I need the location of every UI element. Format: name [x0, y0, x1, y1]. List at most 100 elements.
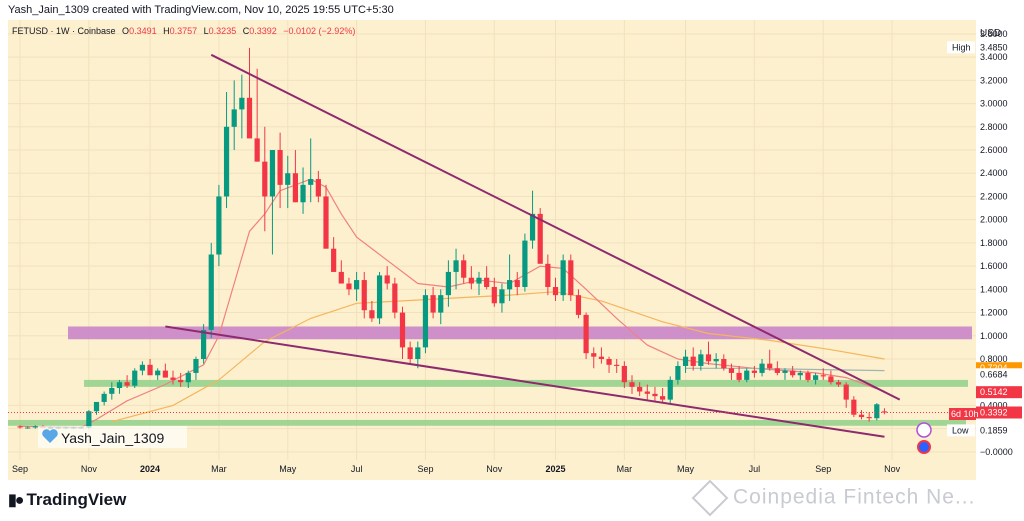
- candle: [499, 283, 505, 313]
- price-label-caption-box: [947, 424, 975, 437]
- candlesticks[interactable]: [17, 47, 888, 429]
- candle-body: [851, 399, 857, 415]
- candle-body: [178, 379, 184, 383]
- zones: [8, 326, 972, 426]
- high-value: 0.3757: [170, 26, 198, 36]
- currency-label[interactable]: USD: [980, 28, 1001, 39]
- support-zone-upper: [84, 379, 968, 387]
- flag-event-icon[interactable]: [917, 440, 931, 454]
- candle: [223, 91, 230, 209]
- candle-body: [529, 213, 536, 241]
- candle-body: [239, 97, 245, 110]
- candle-body: [713, 358, 719, 362]
- y-tick-label: 2.0000: [980, 215, 1008, 225]
- ohlc-legend: FETUSD · 1W · Coinbase O0.3491 H0.3757 L…: [12, 26, 355, 36]
- candle-body: [499, 289, 505, 304]
- candle: [713, 353, 719, 369]
- candle: [537, 208, 543, 264]
- candle-body: [170, 377, 176, 380]
- price-label-value: 3.4850: [980, 42, 1008, 52]
- candle-body: [843, 384, 849, 400]
- candle: [744, 368, 750, 383]
- candle-body: [277, 150, 283, 185]
- candle-body: [660, 396, 666, 400]
- candle-body: [208, 254, 214, 330]
- candle: [484, 266, 490, 290]
- candle: [545, 254, 551, 296]
- candle: [262, 126, 268, 232]
- price-label-value: 0.1859: [980, 425, 1008, 435]
- x-tick-label: Mar: [617, 464, 633, 474]
- lower-trendline: [165, 325, 885, 438]
- candle-body: [568, 260, 574, 296]
- price-label-box: [976, 406, 1022, 419]
- y-tick-label: 1.2000: [980, 308, 1008, 318]
- candle-body: [338, 271, 344, 284]
- candle: [17, 425, 23, 429]
- candle: [269, 150, 276, 255]
- candle: [438, 289, 444, 325]
- candle-body: [698, 354, 704, 366]
- candle: [736, 365, 742, 383]
- candle-body: [109, 388, 115, 394]
- candle: [621, 361, 627, 389]
- price-label-value: 0.6684: [980, 369, 1008, 379]
- candle-body: [614, 364, 620, 366]
- y-tick-label: 2.6000: [980, 145, 1008, 155]
- y-tick-label: 3.2000: [980, 75, 1008, 85]
- candle-body: [17, 426, 23, 428]
- candle: [308, 138, 314, 203]
- candle-body: [606, 358, 612, 365]
- event-markers[interactable]: [916, 422, 932, 454]
- countdown-badge: 6d 10h: [949, 408, 979, 420]
- support-zone-lower: [8, 419, 966, 426]
- price-label-caption: Low: [952, 425, 969, 435]
- candle-body: [774, 368, 780, 373]
- trendlines[interactable]: [165, 53, 901, 438]
- price-axis[interactable]: [976, 20, 1024, 480]
- candle: [25, 426, 31, 429]
- candle: [461, 254, 467, 284]
- candle-body: [300, 184, 306, 203]
- y-tick-label: 0.4000: [980, 400, 1008, 410]
- candle: [644, 384, 650, 400]
- candle-body: [93, 401, 100, 412]
- candle: [790, 365, 796, 378]
- author-badge: Yash_Jain_1309: [38, 426, 187, 448]
- candle: [560, 254, 566, 301]
- open-value: 0.3491: [129, 26, 157, 36]
- candle: [767, 349, 773, 371]
- x-tick-label: Mar: [211, 464, 227, 474]
- candle: [109, 382, 115, 400]
- candle-body: [430, 295, 436, 313]
- candle: [376, 271, 383, 325]
- candle: [453, 248, 459, 290]
- candle-body: [201, 329, 207, 359]
- low-label: L: [204, 26, 209, 36]
- candle-body: [721, 358, 727, 369]
- tradingview-logo[interactable]: ▮● TradingView: [8, 490, 126, 510]
- candle-body: [644, 391, 650, 394]
- price-label-value: 0.3392: [980, 407, 1008, 417]
- candle: [682, 349, 689, 373]
- y-tick-label: 1.4000: [980, 284, 1008, 294]
- x-tick-label: May: [279, 464, 297, 474]
- candle: [331, 237, 337, 272]
- candle-body: [346, 283, 352, 290]
- chart[interactable]: 3.6000 3.4000 3.2000 3.0000 2.8000 2.6000 2.40…: [0, 0, 1024, 480]
- candle: [384, 266, 390, 290]
- countdown-text: 6d 10h: [951, 409, 979, 419]
- candle-body: [315, 179, 321, 197]
- price-label: 0.1859 Low: [947, 424, 1022, 437]
- candle: [598, 347, 604, 364]
- candle: [338, 260, 344, 284]
- candle-body: [682, 356, 689, 366]
- earnings-event-icon[interactable]: [916, 422, 932, 438]
- x-tick-label: Nov: [884, 464, 901, 474]
- x-tick-label: Sep: [12, 464, 28, 474]
- candle: [851, 396, 857, 418]
- candle-body: [354, 280, 360, 290]
- candle: [178, 372, 184, 387]
- candle-body: [767, 363, 773, 369]
- candle-body: [537, 213, 543, 264]
